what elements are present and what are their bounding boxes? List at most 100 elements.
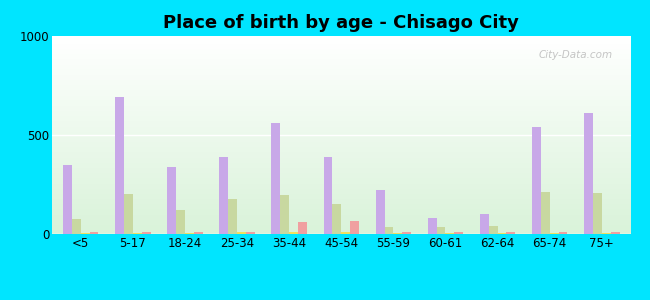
Bar [52,92,630,93]
Bar [52,58,630,59]
Bar [52,159,630,160]
Bar [194,232,203,234]
Bar [52,165,630,166]
Bar [52,198,630,199]
Bar [52,40,630,41]
Bar [52,137,630,138]
Bar [52,109,630,110]
Bar [52,221,630,222]
Bar [52,135,630,136]
Bar [52,138,630,139]
Bar [52,205,630,206]
Bar [602,233,611,234]
Bar [52,89,630,90]
Bar [52,112,630,113]
Bar [52,140,630,141]
Bar [185,233,194,234]
Bar [52,172,630,173]
Bar [52,90,630,91]
Bar [52,146,630,147]
Bar [52,134,630,135]
Bar [52,84,630,85]
Bar [228,200,237,234]
Bar [52,145,630,146]
Bar [52,53,630,54]
Bar [52,227,630,228]
Bar [52,201,630,202]
Bar [52,80,630,81]
Bar [532,127,541,234]
Bar [52,38,630,39]
Bar [52,136,630,137]
Bar [52,183,630,184]
Bar [133,233,142,234]
Bar [52,59,630,60]
Bar [52,160,630,161]
Bar [52,106,630,107]
Bar [52,176,630,177]
Bar [52,162,630,163]
Bar [350,221,359,234]
Bar [52,154,630,155]
Bar [52,114,630,115]
Bar [52,45,630,46]
Bar [52,100,630,101]
Bar [52,155,630,156]
Bar [52,175,630,176]
Bar [52,232,630,233]
Bar [52,47,630,48]
Bar [52,141,630,142]
Bar [52,170,630,171]
Bar [52,36,630,37]
Bar [428,218,437,234]
Bar [52,219,630,220]
Bar [52,108,630,109]
Bar [52,74,630,75]
Bar [52,231,630,232]
Bar [52,57,630,58]
Bar [246,232,255,234]
Bar [52,70,630,71]
Bar [52,195,630,196]
Bar [52,68,630,69]
Bar [52,43,630,44]
Text: City-Data.com: City-Data.com [539,50,613,60]
Bar [52,180,630,181]
Bar [52,122,630,123]
Bar [167,167,176,234]
Bar [506,232,515,234]
Bar [52,130,630,131]
Bar [52,225,630,226]
Bar [393,233,402,234]
Bar [72,219,81,234]
Bar [52,104,630,105]
Bar [454,232,463,234]
Bar [52,72,630,73]
Bar [611,232,619,234]
Bar [52,115,630,116]
Bar [402,232,411,234]
Bar [124,194,133,234]
Title: Place of birth by age - Chisago City: Place of birth by age - Chisago City [163,14,519,32]
Bar [52,157,630,158]
Bar [52,164,630,165]
Bar [115,98,124,234]
Bar [445,233,454,234]
Bar [52,87,630,88]
Bar [52,60,630,61]
Bar [52,186,630,187]
Bar [52,189,630,190]
Bar [52,124,630,125]
Bar [480,214,489,234]
Bar [550,233,558,234]
Bar [52,54,630,55]
Bar [52,69,630,70]
Bar [52,46,630,47]
Bar [52,153,630,154]
Bar [52,222,630,223]
Bar [52,96,630,97]
Bar [341,232,350,234]
Bar [52,61,630,62]
Bar [272,123,280,234]
Bar [52,149,630,150]
